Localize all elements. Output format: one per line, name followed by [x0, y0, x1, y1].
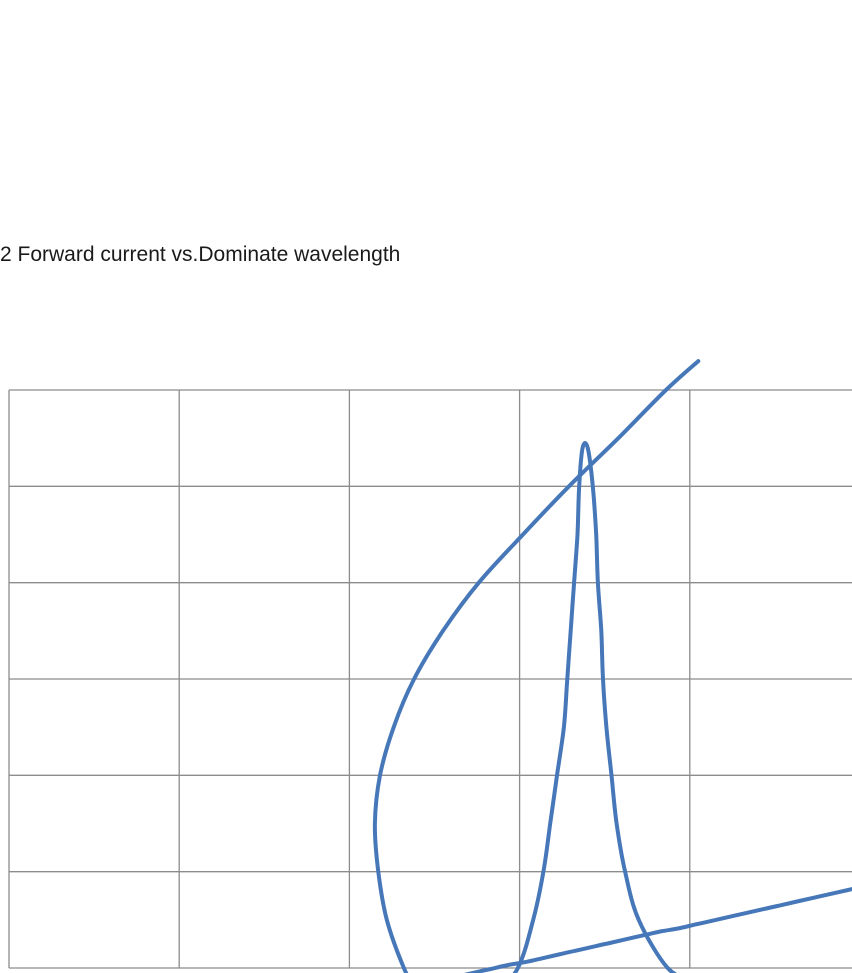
- series-line-2: [372, 359, 701, 973]
- series-line-3: [512, 441, 678, 973]
- grid: [8, 389, 852, 969]
- series-layer: [372, 359, 852, 973]
- series-line-1: [463, 886, 852, 973]
- chart-title: 2 Forward current vs.Dominate wavelength: [0, 243, 401, 266]
